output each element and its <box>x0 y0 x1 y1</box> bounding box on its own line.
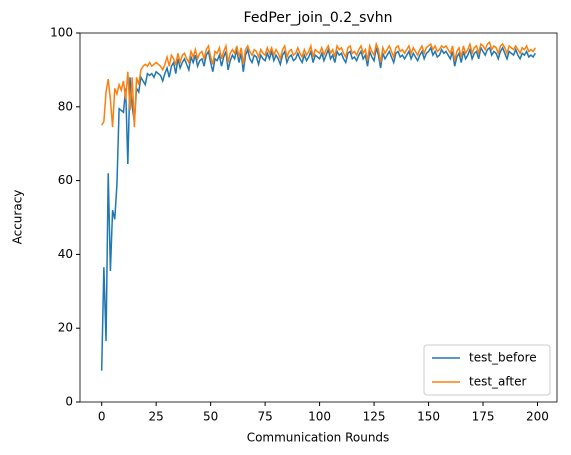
chart-title: FedPer_join_0.2_svhn <box>244 10 393 26</box>
legend-label: test_after <box>469 375 527 389</box>
y-tick-label: 20 <box>58 321 73 335</box>
x-tick-label: 50 <box>203 410 218 424</box>
y-axis-label: Accuracy <box>11 190 25 245</box>
y-tick-label: 0 <box>65 395 73 409</box>
y-tick-label: 100 <box>50 26 73 40</box>
x-tick-label: 125 <box>363 410 386 424</box>
data-line <box>101 40 536 128</box>
legend-label: test_before <box>469 351 537 365</box>
y-tick-label: 60 <box>58 173 73 187</box>
x-tick-label: 150 <box>417 410 440 424</box>
x-tick-label: 100 <box>308 410 331 424</box>
y-tick-label: 40 <box>58 247 73 261</box>
x-tick-label: 75 <box>257 410 272 424</box>
x-axis-label: Communication Rounds <box>247 431 390 445</box>
data-line <box>100 45 536 371</box>
y-tick-label: 80 <box>58 99 73 113</box>
x-tick-label: 200 <box>526 410 549 424</box>
plot-frame <box>79 32 558 403</box>
x-tick-label: 25 <box>149 410 164 424</box>
x-tick-label: 0 <box>98 410 106 424</box>
x-tick-label: 175 <box>472 410 495 424</box>
